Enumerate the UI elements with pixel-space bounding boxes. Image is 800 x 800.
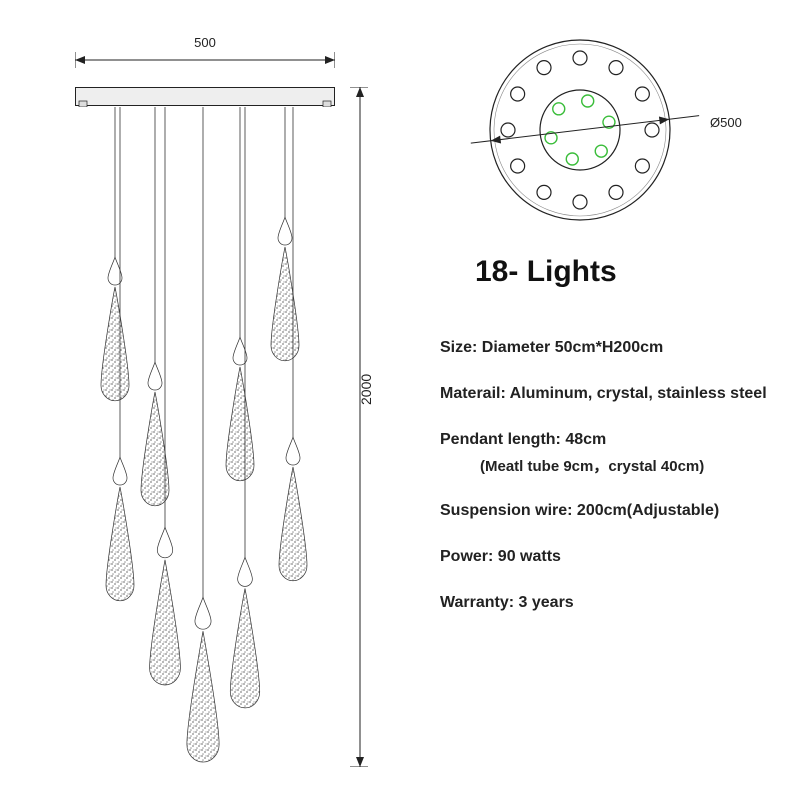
spec-pendant: Pendant length: 48cm	[440, 431, 780, 449]
width-label: 500	[75, 35, 335, 50]
pendant-drops	[75, 107, 335, 767]
diameter-label: Ø500	[710, 115, 742, 130]
spec-pendant-sub: (Meatl tube 9cm，crystal 40cm)	[480, 455, 780, 476]
height-dimension	[350, 87, 374, 767]
spec-size: Size: Diameter 50cm*H200cm	[440, 339, 780, 357]
ceiling-plate	[75, 87, 335, 107]
top-view-diagram: Ø500	[470, 30, 700, 235]
product-title: 18- Lights	[475, 255, 780, 289]
height-label: 2000	[358, 374, 374, 405]
spec-list: Size: Diameter 50cm*H200cm Materail: Alu…	[440, 339, 780, 612]
spec-material: Materail: Aluminum, crystal, stainless s…	[440, 385, 780, 403]
spec-suspension: Suspension wire: 200cm(Adjustable)	[440, 502, 780, 520]
spec-warranty: Warranty: 3 years	[440, 594, 780, 612]
side-elevation-diagram: 500 2000	[40, 35, 420, 775]
width-dimension: 500	[75, 35, 335, 73]
spec-power: Power: 90 watts	[440, 548, 780, 566]
